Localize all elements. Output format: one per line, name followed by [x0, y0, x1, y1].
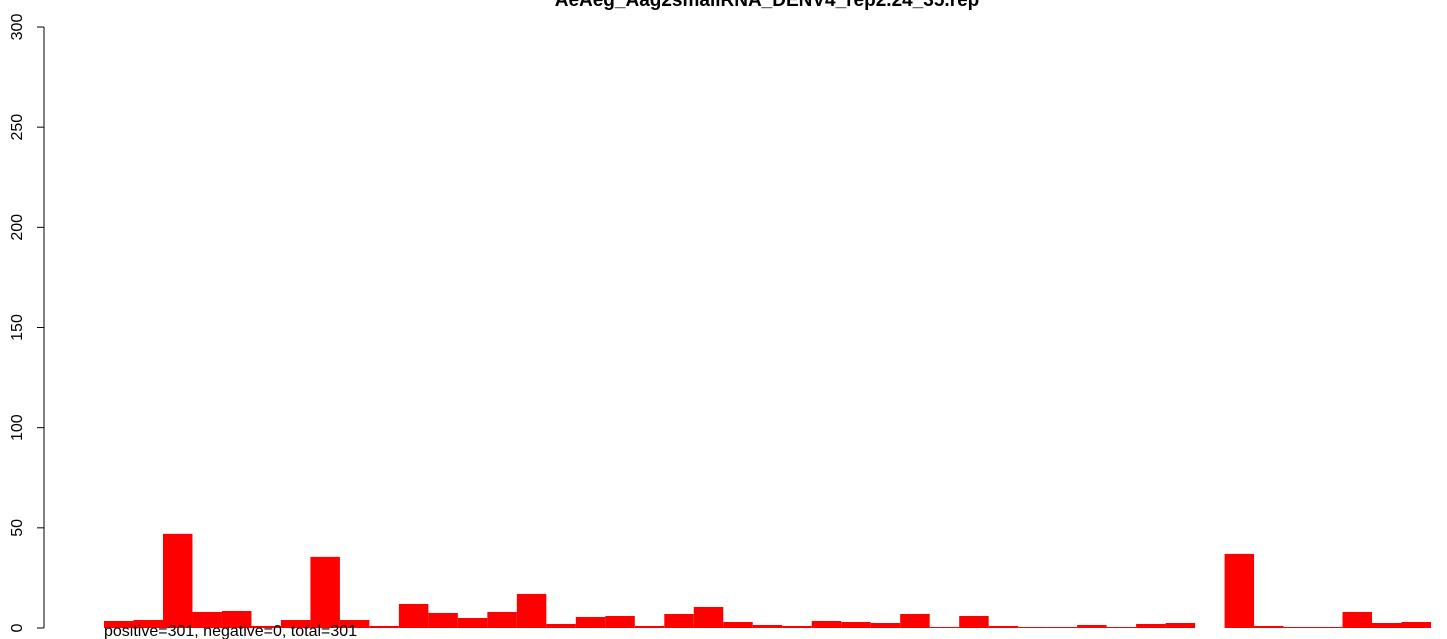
y-tick-label: 200 — [9, 214, 26, 241]
bar — [487, 611, 517, 628]
bar — [605, 615, 635, 628]
bar — [221, 610, 252, 628]
y-tick-label: 150 — [9, 314, 26, 341]
bar — [1136, 623, 1166, 628]
bar — [988, 625, 1019, 628]
bar — [575, 616, 606, 628]
bar — [162, 533, 193, 628]
bar — [310, 556, 340, 628]
bar — [1224, 553, 1255, 628]
bar — [280, 619, 311, 628]
bar — [428, 612, 458, 628]
bar — [929, 626, 960, 628]
bar — [1283, 626, 1314, 628]
bar — [634, 625, 665, 628]
bar — [959, 615, 989, 628]
bar — [133, 619, 163, 628]
y-tick-label: 300 — [9, 14, 26, 41]
bar — [516, 593, 547, 628]
bar — [457, 617, 488, 628]
bar — [693, 606, 724, 628]
bar — [723, 621, 753, 628]
chart-title: AeAeg_Aag2smallRNA_DENV4_rep2.24_35.rep — [555, 0, 980, 11]
bar — [369, 625, 399, 628]
bar — [752, 624, 783, 628]
bar — [900, 613, 930, 628]
bar — [1047, 626, 1078, 628]
bar — [1106, 626, 1137, 628]
bar — [339, 619, 370, 628]
bar — [870, 622, 901, 628]
bar — [841, 621, 871, 628]
bar — [398, 603, 429, 628]
bar — [546, 623, 576, 628]
bar — [1254, 625, 1284, 628]
bar — [1018, 626, 1048, 628]
bar — [1342, 611, 1373, 628]
bar — [1165, 622, 1196, 628]
bar — [1401, 621, 1431, 628]
bar — [664, 613, 694, 628]
bar — [782, 625, 812, 628]
bar — [192, 611, 222, 628]
bar — [104, 620, 134, 628]
bar — [811, 620, 842, 628]
bar — [251, 625, 281, 628]
bar — [1372, 622, 1402, 628]
y-tick-label: 100 — [9, 414, 26, 441]
y-tick-label: 250 — [9, 114, 26, 141]
bar — [1077, 624, 1107, 628]
y-tick-label: 0 — [9, 623, 26, 632]
bar — [1313, 626, 1343, 628]
annotation: positive=301, negative=0, total=301 — [104, 623, 357, 639]
y-tick-label: 50 — [9, 519, 26, 537]
